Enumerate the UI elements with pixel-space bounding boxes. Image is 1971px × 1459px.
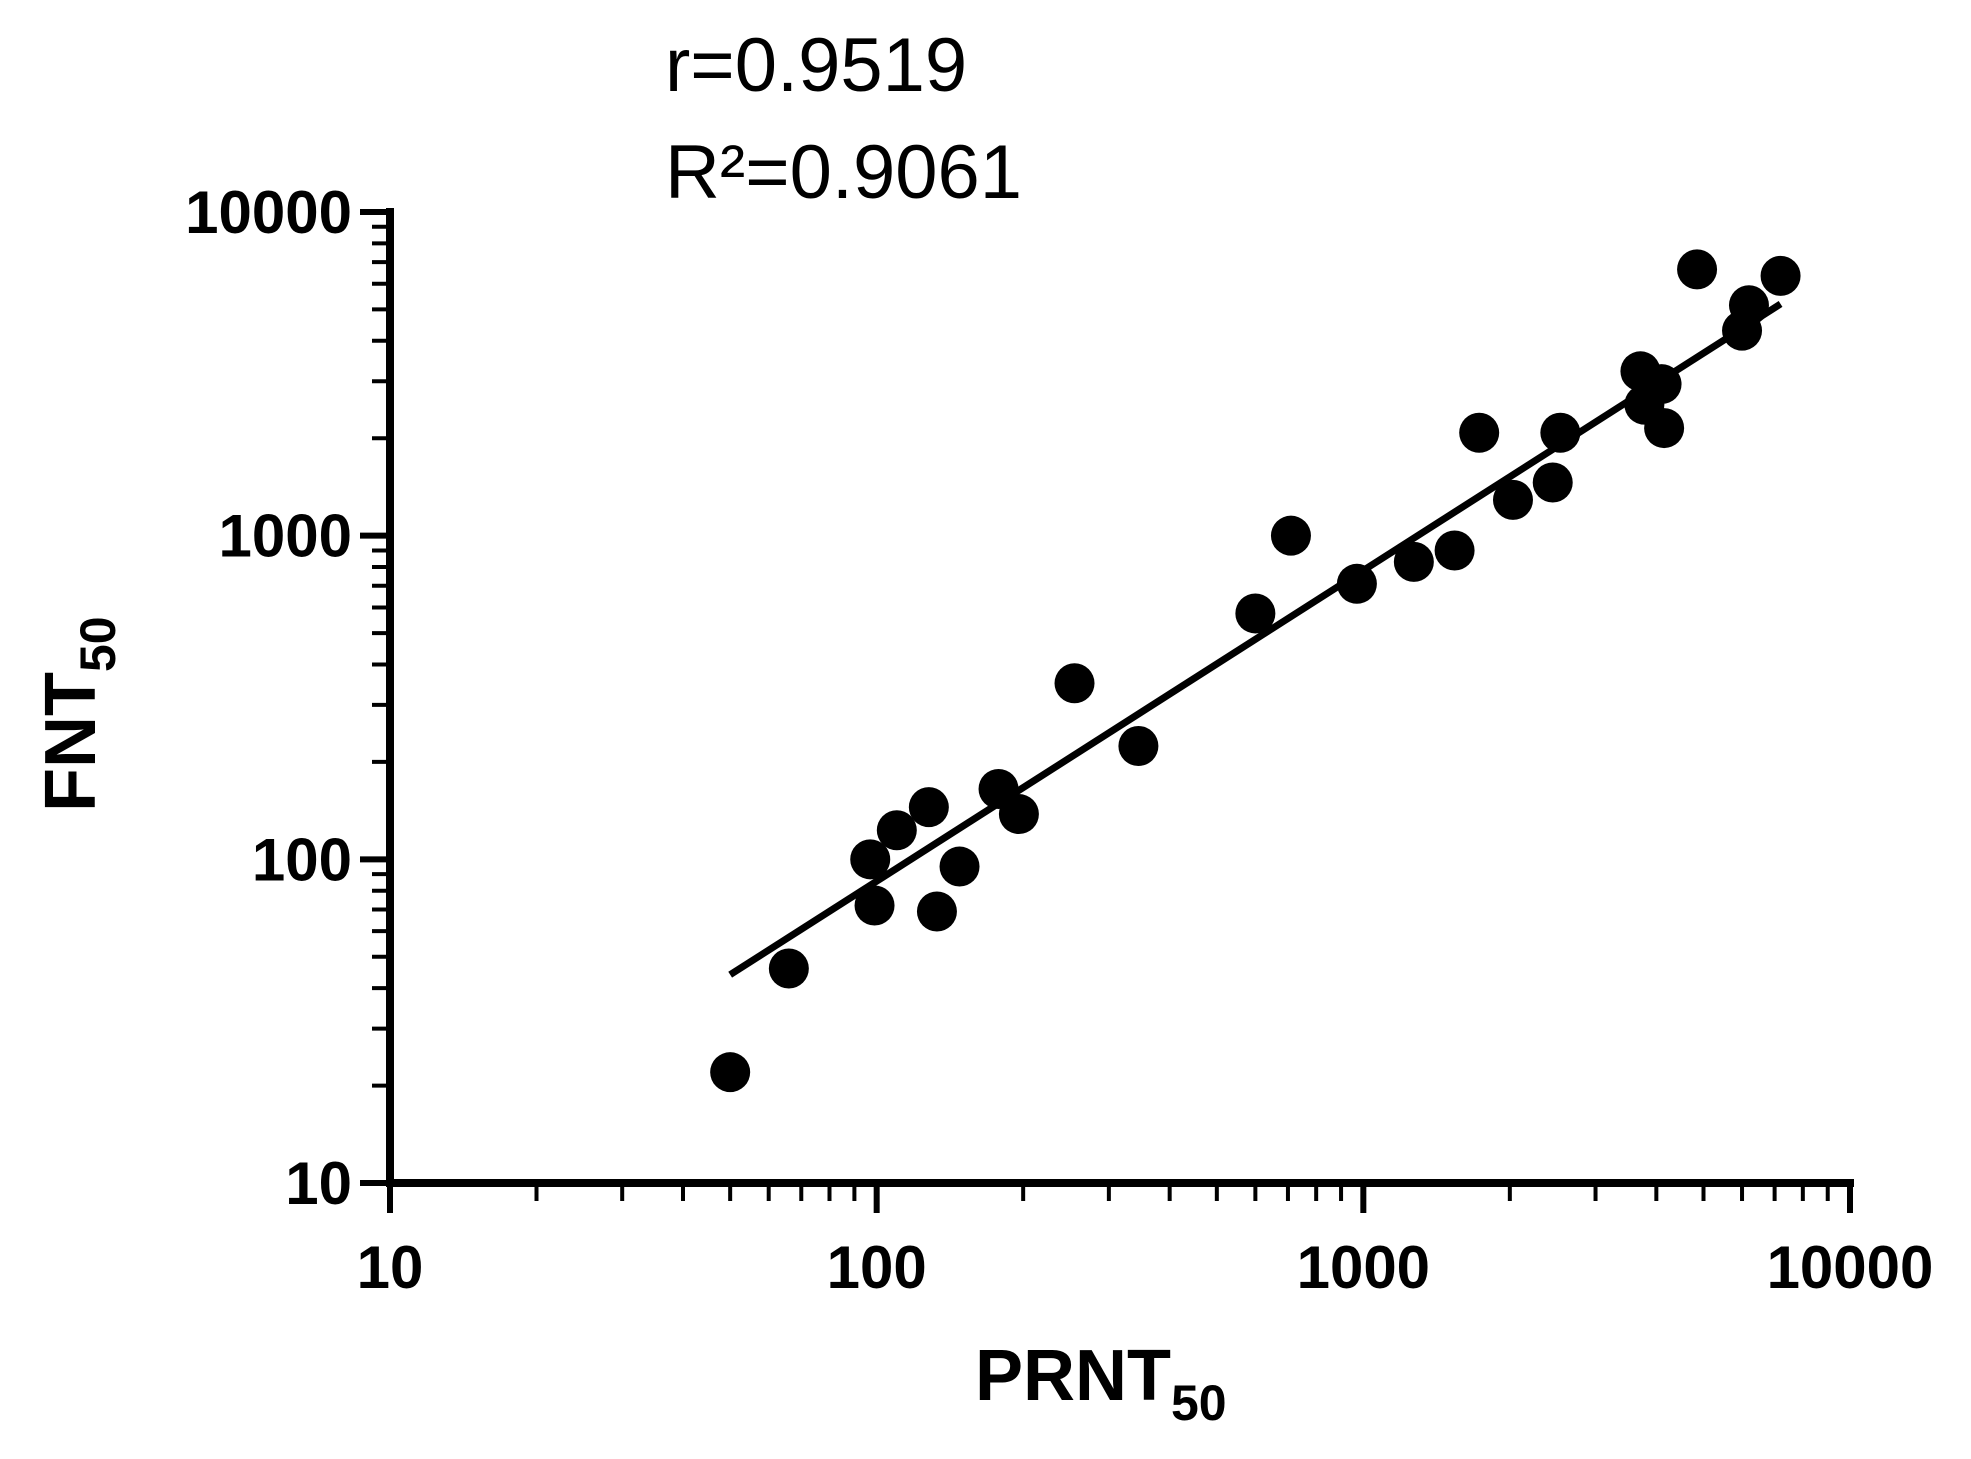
x-axis-major-ticks: 10 100 1000 10000 [357,1183,1934,1301]
data-point [1532,462,1573,503]
data-point [939,846,980,887]
y-axis-title-subscript: 50 [70,616,126,673]
x-axis-title-main: PRNT [975,1336,1171,1416]
data-point [854,885,895,926]
data-point [908,787,949,828]
y-tick-label: 100 [252,826,352,893]
data-point [1434,530,1475,571]
data-point [1118,725,1159,766]
data-point [1760,255,1801,296]
y-axis-title-main: FNT [31,672,111,812]
y-axis-major-ticks: 10 100 1000 10000 [185,179,390,1217]
x-axis-title: PRNT50 [975,1340,1227,1428]
y-tick-label: 10 [285,1150,352,1217]
x-axis-title-subscript: 50 [1171,1375,1227,1431]
x-tick-label: 1000 [1297,1234,1430,1301]
data-point [1336,563,1377,604]
data-point [710,1052,751,1093]
data-point [1492,479,1533,520]
data-point [1540,412,1581,453]
data-point [998,794,1039,835]
y-tick-label: 10000 [185,179,352,246]
x-tick-label: 100 [827,1234,927,1301]
data-point [1728,285,1769,326]
data-point [1644,408,1685,449]
r-squared-label: R²=0.9061 [665,130,1023,215]
data-point [1393,541,1434,582]
y-axis-title: FNT50 [31,616,126,812]
y-tick-label: 1000 [219,503,352,570]
data-points [710,249,1801,1093]
x-tick-label: 10 [357,1234,424,1301]
data-point [1270,515,1311,556]
x-tick-label: 10000 [1767,1234,1934,1301]
correlation-r-label: r=0.9519 [665,23,968,108]
data-point [1641,364,1682,405]
data-point [1459,412,1500,453]
data-point [876,810,917,851]
data-point [916,891,957,932]
data-point [768,948,809,989]
regression-line [728,300,1783,978]
data-point [850,839,891,880]
data-point [1235,593,1276,634]
data-point [1054,663,1095,704]
data-point [1677,249,1718,290]
